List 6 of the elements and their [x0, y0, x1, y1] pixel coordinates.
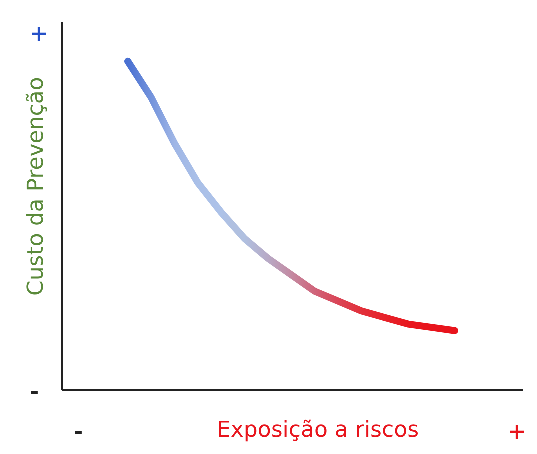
- text: -: [74, 420, 84, 445]
- text: +: [508, 420, 526, 445]
- x-axis-title: Exposição a riscos: [216, 418, 420, 443]
- y-axis-title: Custo da Prevenção: [24, 77, 49, 296]
- text: +: [30, 22, 48, 47]
- text: -: [30, 380, 40, 405]
